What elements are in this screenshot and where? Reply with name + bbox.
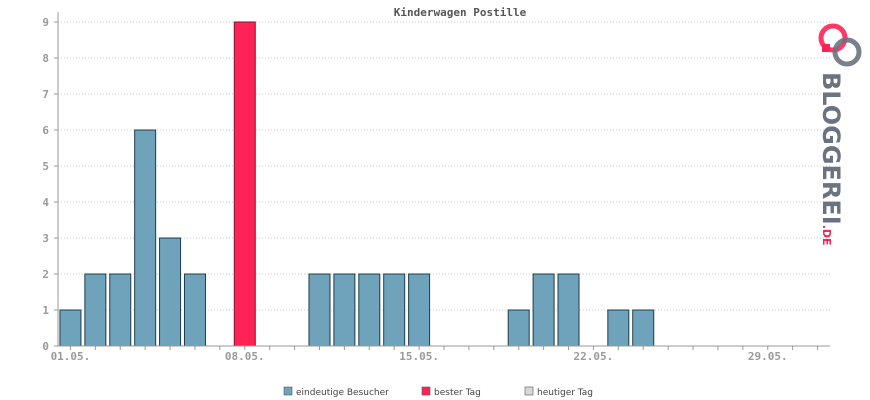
legend-swatch <box>421 386 431 396</box>
x-tick-label: 08.05. <box>225 350 265 363</box>
legend-swatch <box>524 386 534 396</box>
bar <box>84 273 107 347</box>
y-tick-label: 7 <box>42 88 49 101</box>
y-tick-label: 2 <box>42 268 49 281</box>
bar <box>632 309 655 347</box>
x-tick-label: 29.05. <box>748 350 788 363</box>
y-tick-label: 6 <box>42 124 49 137</box>
bar <box>333 273 356 347</box>
bar <box>134 129 157 347</box>
legend-label: bester Tag <box>434 388 481 398</box>
y-tick-label: 9 <box>42 16 49 29</box>
bar <box>358 273 381 347</box>
x-axis-ticks: 01.05. 08.05. 15.05. 22.05. 29.05. <box>51 346 819 363</box>
x-tick-label: 01.05. <box>51 350 91 363</box>
logo-icon <box>818 23 862 67</box>
logo-text-main: BLOGGEREI <box>817 72 845 225</box>
y-tick-label: 3 <box>42 232 49 245</box>
logo-text-suffix: .DE <box>820 225 833 246</box>
logo: BLOGGEREI.DE <box>817 23 862 246</box>
y-tick-label: 4 <box>42 196 49 209</box>
y-tick-label: 8 <box>42 52 49 65</box>
y-tick-label: 5 <box>42 160 49 173</box>
bar <box>59 309 82 347</box>
bar <box>507 309 530 347</box>
legend-label: eindeutige Besucher <box>296 388 389 398</box>
bar <box>183 273 206 347</box>
bar <box>532 273 555 347</box>
y-axis-ticks: 0 1 2 3 4 5 6 7 8 9 <box>42 16 58 353</box>
bar <box>557 273 580 347</box>
bars <box>59 21 655 347</box>
bar <box>109 273 132 347</box>
chart-title: Kinderwagen Postille <box>394 6 527 19</box>
bar <box>159 237 182 347</box>
logo-text: BLOGGEREI.DE <box>817 72 845 246</box>
y-tick-label: 1 <box>42 304 49 317</box>
x-tick-label: 22.05. <box>574 350 614 363</box>
legend-label: heutiger Tag <box>537 388 593 398</box>
bar <box>607 309 630 347</box>
bar <box>383 273 406 347</box>
legend: eindeutige Besucher bester Tag heutiger Ta… <box>283 386 593 398</box>
bar <box>308 273 331 347</box>
legend-swatch <box>283 386 293 396</box>
bar <box>408 273 431 347</box>
x-tick-label: 15.05. <box>399 350 439 363</box>
y-tick-label: 0 <box>42 340 49 353</box>
bar-best-day <box>233 21 256 347</box>
